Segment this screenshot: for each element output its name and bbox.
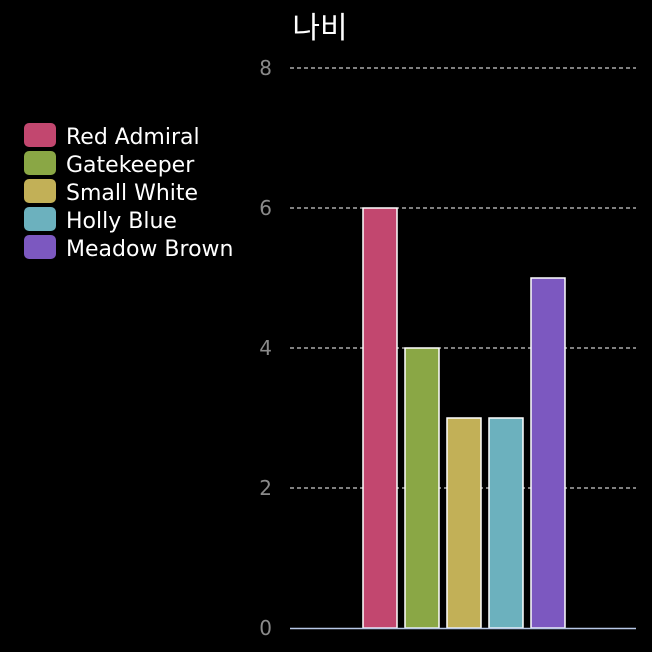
chart-title: 나비 (292, 11, 347, 46)
legend-label-red-admiral: Red Admiral (66, 125, 200, 150)
bars (362, 207, 566, 629)
legend-swatch-red-admiral (24, 123, 56, 147)
bar-meadow-brown (530, 277, 566, 629)
grid-layer (290, 67, 636, 489)
legend-label-holly-blue: Holly Blue (66, 209, 177, 234)
bar-gatekeeper (404, 347, 440, 629)
y-tick-label: 2 (259, 476, 272, 500)
legend-label-gatekeeper: Gatekeeper (66, 153, 195, 178)
y-tick-label: 8 (259, 56, 272, 80)
y-axis: 0 2 4 6 8 (259, 56, 272, 640)
legend-swatch-small-white (24, 179, 56, 203)
bar-red-admiral (362, 207, 398, 629)
bar-small-white (446, 417, 482, 629)
y-tick-label: 6 (259, 196, 272, 220)
legend-swatch-meadow-brown (24, 235, 56, 259)
legend-swatch-holly-blue (24, 207, 56, 231)
bar-holly-blue (488, 417, 524, 629)
legend: Red Admiral Gatekeeper Small White Holly Bl… (24, 123, 233, 262)
legend-label-meadow-brown: Meadow Brown (66, 237, 233, 262)
y-tick-label: 0 (259, 616, 272, 640)
y-tick-label: 4 (259, 336, 272, 360)
legend-swatch-gatekeeper (24, 151, 56, 175)
legend-label-small-white: Small White (66, 181, 198, 206)
